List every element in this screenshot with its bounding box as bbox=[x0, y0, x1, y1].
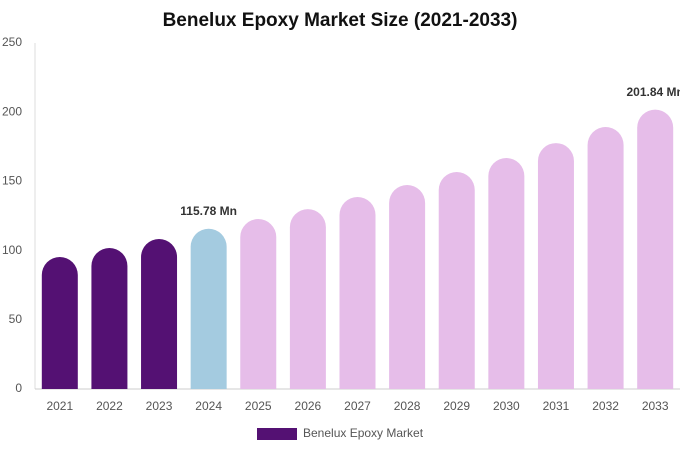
bar bbox=[537, 143, 574, 389]
y-tick-label: 100 bbox=[2, 243, 22, 257]
y-tick-label: 0 bbox=[15, 381, 22, 395]
value-label: 201.84 Mn bbox=[627, 85, 680, 99]
value-label: 115.78 Mn bbox=[180, 204, 237, 218]
bar bbox=[41, 256, 78, 389]
bar bbox=[289, 209, 326, 389]
bar bbox=[190, 228, 227, 389]
bar bbox=[488, 158, 525, 389]
x-tick-label: 2030 bbox=[493, 399, 520, 413]
x-tick-label: 2026 bbox=[295, 399, 322, 413]
bar bbox=[91, 247, 128, 389]
y-tick-label: 150 bbox=[2, 174, 22, 188]
x-tick-label: 2033 bbox=[642, 399, 669, 413]
bar bbox=[141, 238, 178, 389]
x-tick-label: 2027 bbox=[344, 399, 371, 413]
x-tick-label: 2021 bbox=[46, 399, 73, 413]
bar bbox=[438, 171, 475, 389]
y-tick-label: 250 bbox=[2, 35, 22, 49]
bar bbox=[339, 197, 376, 389]
x-tick-label: 2023 bbox=[146, 399, 173, 413]
chart-title: Benelux Epoxy Market Size (2021-2033) bbox=[163, 10, 518, 31]
x-tick-label: 2032 bbox=[592, 399, 619, 413]
legend-swatch bbox=[257, 428, 297, 440]
legend-label: Benelux Epoxy Market bbox=[303, 426, 424, 440]
x-tick-label: 2022 bbox=[96, 399, 123, 413]
bar bbox=[389, 184, 426, 389]
y-tick-label: 200 bbox=[2, 104, 22, 118]
x-tick-label: 2031 bbox=[543, 399, 570, 413]
x-tick-label: 2024 bbox=[195, 399, 222, 413]
bar bbox=[240, 219, 277, 389]
bar bbox=[587, 127, 624, 390]
bar bbox=[637, 109, 674, 389]
x-tick-label: 2028 bbox=[394, 399, 421, 413]
x-tick-label: 2029 bbox=[443, 399, 470, 413]
x-tick-label: 2025 bbox=[245, 399, 272, 413]
y-tick-label: 50 bbox=[9, 312, 23, 326]
